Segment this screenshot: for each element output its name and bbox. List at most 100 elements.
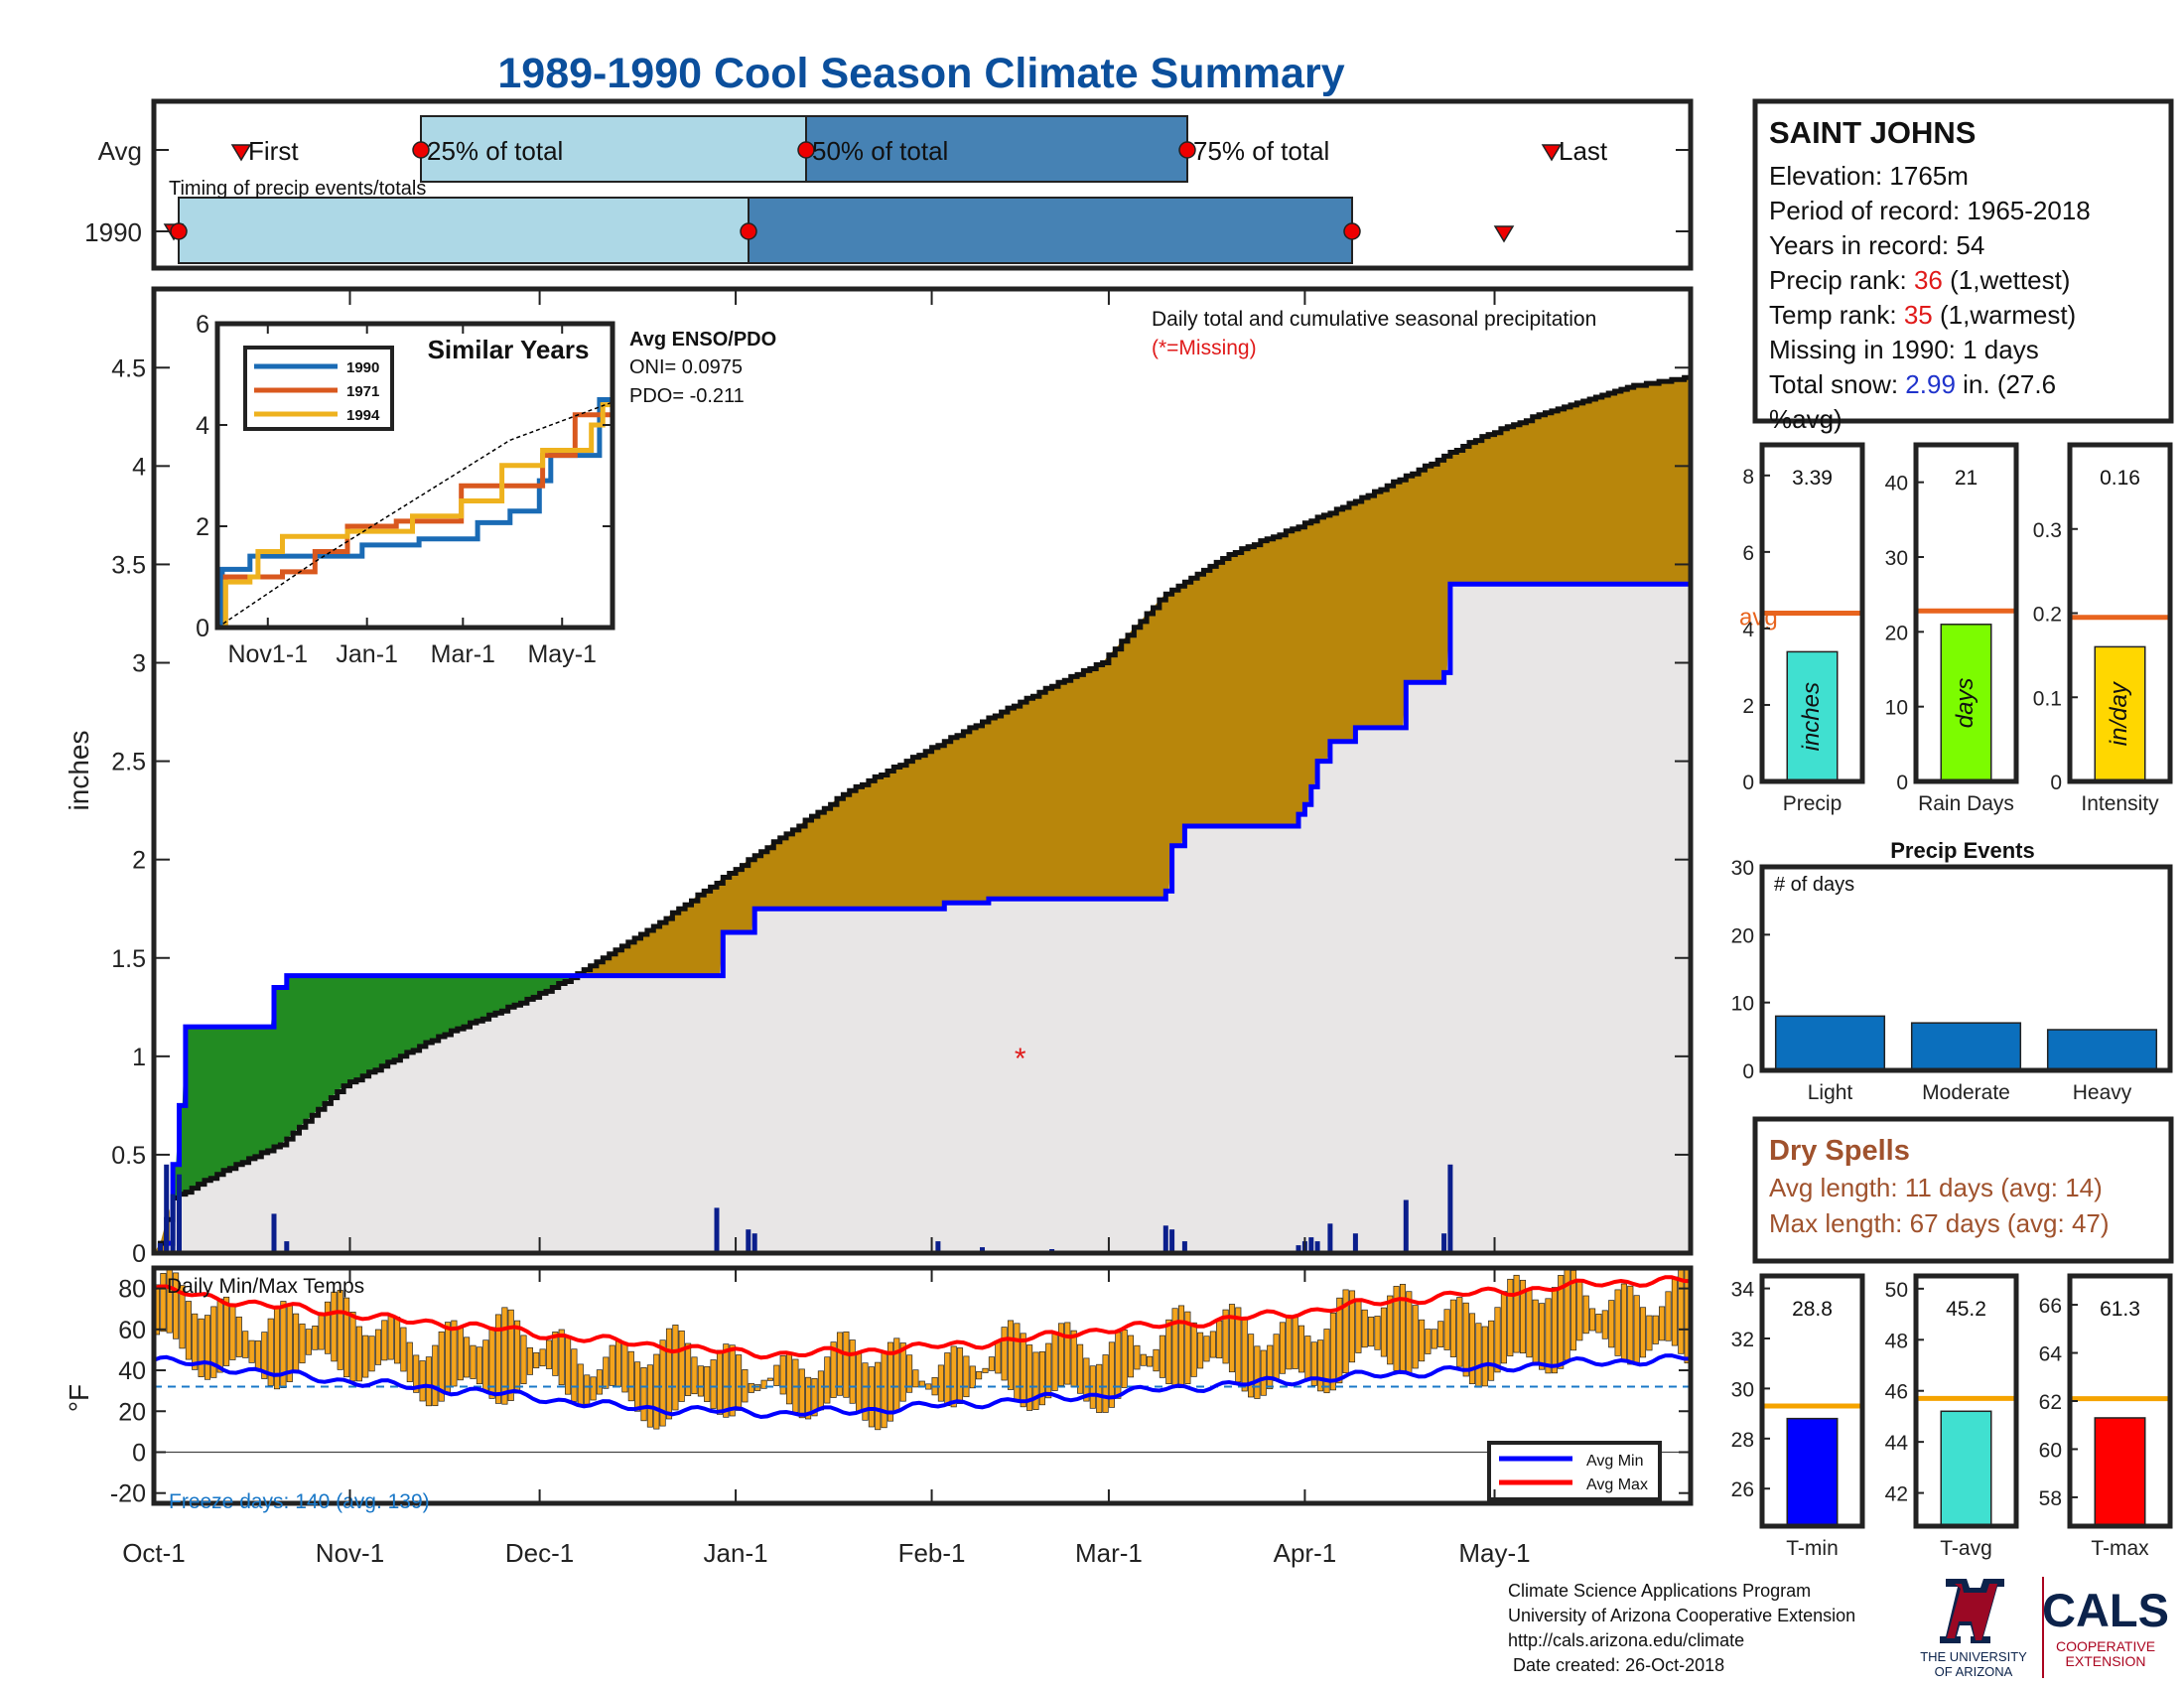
daily-temp-bar <box>1001 1327 1008 1381</box>
t_max-ytick-label: 62 <box>2039 1391 2062 1414</box>
daily-temp-bar <box>1595 1314 1602 1334</box>
cumulative-ytick-label: 2.5 <box>111 749 146 776</box>
timing-label-25pct: 25% of total <box>427 136 563 166</box>
daily-temp-bar <box>432 1344 439 1407</box>
daily-temp-bar <box>229 1303 236 1360</box>
month-axis-label: Jan-1 <box>704 1538 768 1568</box>
month-axis-label: Mar-1 <box>1075 1538 1143 1568</box>
daily-temp-bar <box>1468 1313 1476 1384</box>
season_precip-frame <box>1759 442 1865 784</box>
enso-title: Avg ENSO/PDO <box>629 329 776 351</box>
t_avg-ytick-label: 50 <box>1885 1279 1908 1302</box>
similar-years-series-1990 <box>217 397 613 631</box>
daily-temp-bar <box>179 1285 186 1349</box>
daily-temp-bar <box>956 1347 964 1404</box>
daily-temp-bar <box>584 1374 591 1405</box>
daily-temp-bar <box>995 1340 1002 1374</box>
month-axis-label: Apr-1 <box>1274 1538 1337 1568</box>
daily-temp-bar <box>185 1301 192 1360</box>
temps-legend: Avg Min Avg Max <box>1487 1441 1662 1501</box>
similar-ytick-label: 4 <box>196 412 209 440</box>
daily-temp-bar <box>1051 1332 1058 1391</box>
daily-temp-bar <box>1589 1308 1596 1332</box>
daily-temp-bar <box>760 1379 767 1389</box>
daily-temp-bar <box>223 1296 230 1366</box>
daily-temp-bar <box>672 1325 679 1411</box>
daily-temp-bar <box>1627 1285 1634 1365</box>
precip-events-bar <box>1774 1015 1886 1071</box>
daily-temp-bar <box>1443 1309 1450 1350</box>
t_min-frame <box>1759 1273 1865 1529</box>
daily-temp-bar <box>476 1346 482 1385</box>
t_max-ytick-label: 66 <box>2039 1295 2062 1318</box>
daily-temp-bar <box>216 1298 223 1373</box>
temps-ytick-label: 40 <box>118 1357 146 1385</box>
daily-temp-bar <box>621 1341 628 1393</box>
rain_days-bar-unit-label: days <box>1952 678 1979 729</box>
daily-temp-bar <box>1228 1304 1236 1373</box>
daily-temp-bar <box>482 1339 489 1392</box>
daily-temp-bar <box>1361 1309 1368 1348</box>
intensity-ytick-label: 0 <box>2050 772 2062 794</box>
daily-temp-bar <box>526 1346 533 1375</box>
similar-ytick-label: 2 <box>196 513 209 541</box>
station-missing: Missing in 1990: 1 days <box>1769 335 2039 364</box>
t_min-ytick-label: 32 <box>1731 1329 1754 1351</box>
university-of-arizona-logo: THE UNIVERSITY OF ARIZONA <box>1920 1579 2027 1679</box>
t_avg-ytick-label: 48 <box>1885 1330 1908 1352</box>
daily-temp-bar <box>173 1272 180 1339</box>
daily-temp-bar <box>1336 1297 1343 1384</box>
below-average-area <box>154 584 1691 1253</box>
daily-temp-bar <box>723 1343 730 1418</box>
intensity-ytick-label: 0.2 <box>2033 604 2062 627</box>
daily-temp-bar <box>1646 1315 1653 1351</box>
daily-precip-bar <box>746 1229 751 1253</box>
daily-temp-bar <box>438 1331 445 1402</box>
intensity-bar <box>2094 645 2146 782</box>
similar-xtick-label: Mar-1 <box>431 640 495 668</box>
daily-temp-bar <box>1222 1309 1229 1364</box>
intensity-value-label: 0.16 <box>2100 467 2140 490</box>
intensity-ytick-label: 0.3 <box>2033 519 2062 542</box>
y1990-50pct-marker <box>740 222 757 240</box>
avg-75pct-marker <box>1178 141 1196 159</box>
daily-temp-bar <box>305 1329 312 1355</box>
season_precip-bar-unit-label: inches <box>1798 682 1825 751</box>
main-caption: Daily total and cumulative seasonal prec… <box>1152 308 1596 331</box>
daily-temp-bar <box>1007 1320 1015 1390</box>
daily-temp-bar <box>520 1335 527 1384</box>
daily-temp-bar <box>248 1339 255 1363</box>
daily-temp-bar <box>552 1332 559 1376</box>
rain_days-value-label: 21 <box>1955 467 1978 490</box>
daily-temp-bar <box>192 1313 199 1370</box>
daily-temp-bar <box>1488 1320 1495 1381</box>
daily-temp-bar <box>1304 1336 1311 1379</box>
cals-wordmark: CALS <box>2042 1584 2169 1636</box>
daily-temp-bar <box>766 1377 773 1381</box>
daily-temp-bar <box>862 1362 869 1421</box>
station-years: Years in record: 54 <box>1769 230 1984 260</box>
daily-temp-bar <box>533 1351 540 1369</box>
daily-temp-bar <box>1368 1316 1375 1347</box>
daily-temp-bar <box>1539 1303 1546 1370</box>
temps-ytick-label: 20 <box>118 1398 146 1426</box>
daily-temp-bar <box>1279 1322 1286 1374</box>
cumulative-ytick-label: 3.5 <box>111 551 146 579</box>
t_min-ytick-label: 30 <box>1731 1378 1754 1401</box>
daily-temp-bar <box>899 1342 906 1402</box>
daily-temp-bar <box>685 1342 692 1396</box>
daily-temp-bar <box>1317 1339 1324 1392</box>
cals-sub2: EXTENSION <box>2066 1653 2146 1669</box>
daily-temp-bar <box>653 1353 660 1430</box>
daily-temp-bar <box>1134 1344 1141 1370</box>
rain_days-ytick-label: 0 <box>1896 772 1908 794</box>
daily-temp-bar <box>1038 1350 1045 1406</box>
timing-row-label-1990: 1990 <box>84 217 142 247</box>
t_avg-bar <box>1940 1410 1992 1527</box>
cals-sub1: COOPERATIVE <box>2056 1638 2155 1654</box>
daily-temp-bar <box>1323 1329 1330 1394</box>
daily-temp-bar <box>1292 1317 1298 1369</box>
daily-temp-bar <box>419 1360 426 1402</box>
daily-precip-bar <box>170 1194 176 1253</box>
